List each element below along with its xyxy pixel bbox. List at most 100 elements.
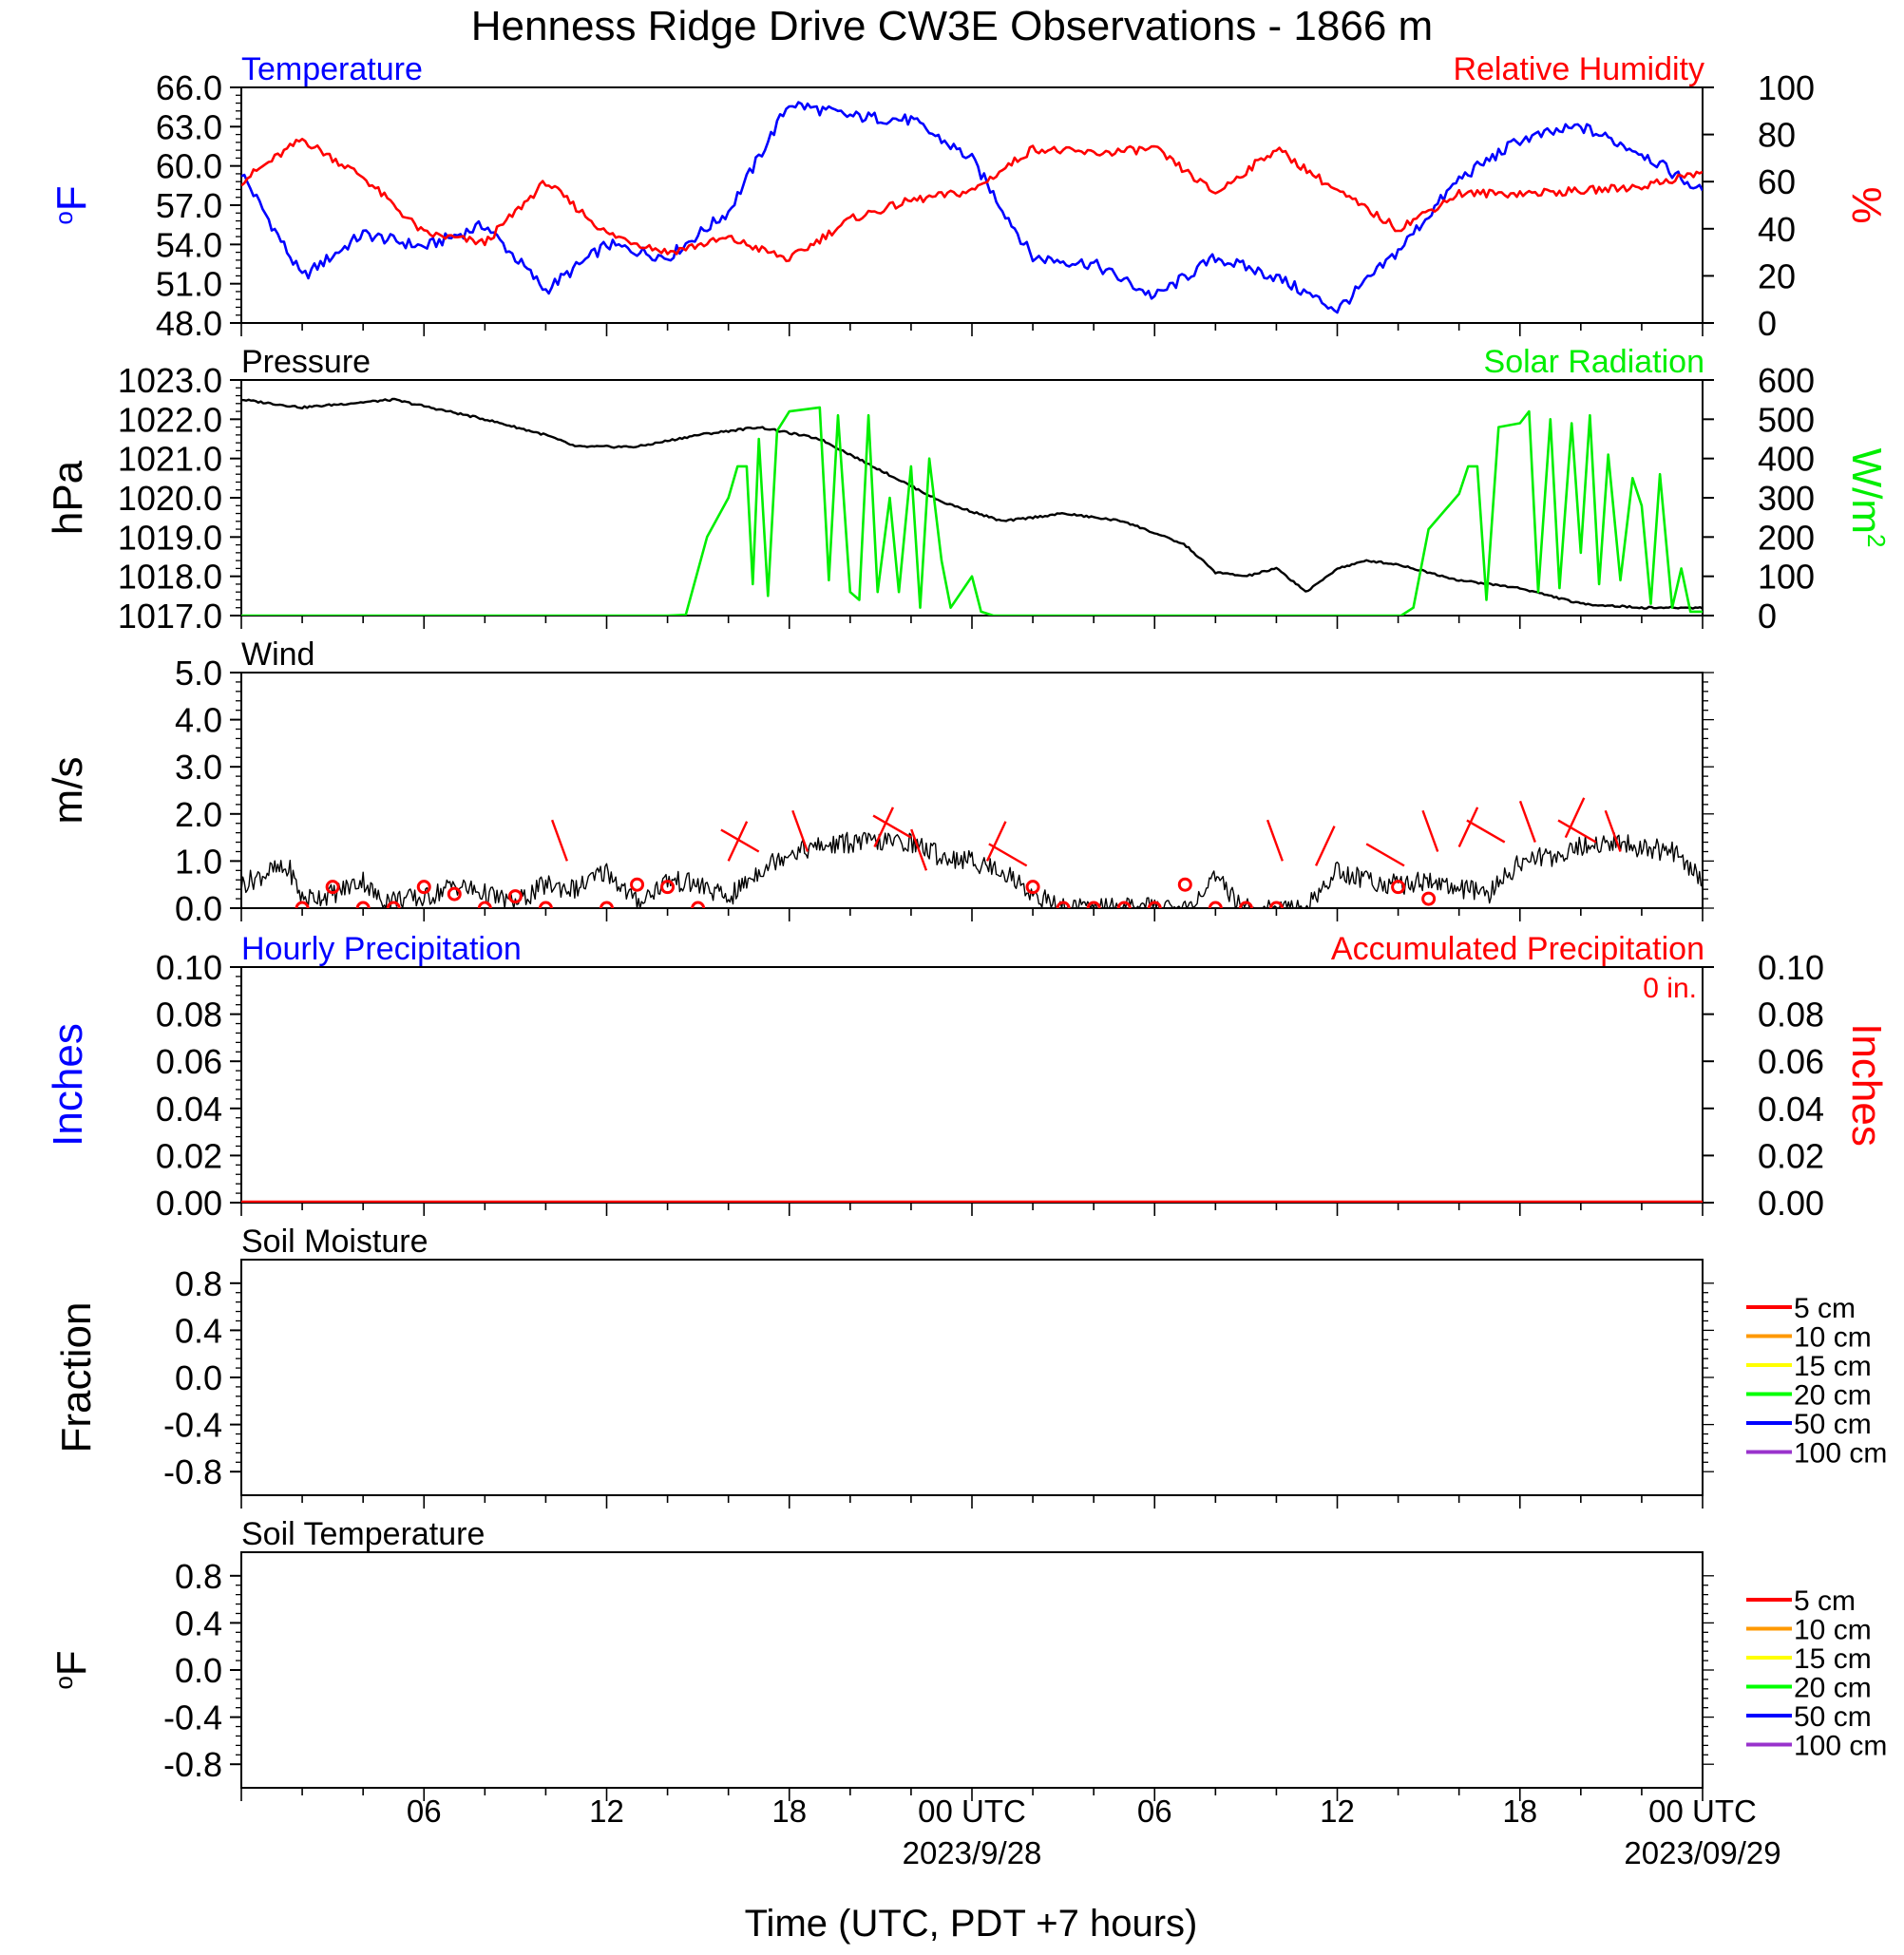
calm-wind-circle [1056,901,1071,908]
wind-barb [727,821,749,862]
legend-label: 20 cm [1794,1380,1872,1412]
panel-title-left: Hourly Precipitation [241,931,522,967]
calm-wind-circle [386,901,401,908]
y-tick-label: 1022.0 [118,400,222,439]
y-right-tick-label: 60 [1758,162,1796,201]
y-tick-label: 0.02 [156,1136,222,1175]
plot-frame [240,86,1704,324]
y-tick-label: 0.04 [156,1090,222,1129]
wind-barb [1421,809,1439,852]
y-right-tick-label: 0.08 [1758,996,1824,1034]
legend-label: 5 cm [1794,1293,1856,1324]
y-right-tick-label: 0.06 [1758,1042,1824,1081]
x-tick-label: 06 [407,1794,442,1829]
wind-barb [873,807,894,848]
y-tick-label: 1017.0 [118,597,222,636]
y-tick-label: 1019.0 [118,518,222,557]
y-axis-title: m/s [45,757,91,825]
y-tick-label: 0.10 [156,948,222,987]
wind-barb [988,843,1028,867]
plot-frame [240,672,1704,909]
panel-5: -0.8 -0.4 0.0 0.4 0.8 Soil Moisture Fraction 5 … [53,1224,1887,1509]
y-tick-label: 4.0 [175,701,222,740]
calm-wind-circle [630,877,645,892]
y-tick-label: 3.0 [175,748,222,787]
y-right-axis-title: W/m2 [1843,448,1891,548]
calm-wind-circle [1208,901,1223,908]
date-label: 2023/09/29 [1624,1835,1780,1870]
wind-barb [1466,819,1506,844]
y-tick-label: 57.0 [156,186,222,225]
panel-2: 1017.01018.01019.01020.01021.01022.01023… [45,344,1891,636]
y-right-tick-label: 0.00 [1758,1184,1824,1223]
panel-title-left: Wind [241,636,314,673]
calm-wind-circle [1391,880,1406,895]
wind-barb [1266,819,1284,862]
wind-barb [1365,843,1405,867]
calm-wind-circle [600,901,614,908]
y-tick-label: 1018.0 [118,558,222,597]
y-tick-label: 0.0 [175,1358,222,1397]
wind-barb [550,819,568,862]
legend-label: 15 cm [1794,1643,1872,1675]
humidity-line [241,138,1703,263]
y-tick-label: 0.8 [175,1264,222,1303]
x-tick-label: 00 UTC [918,1794,1026,1829]
x-tick-label: 06 [1137,1794,1172,1829]
date-label: 2023/9/28 [903,1835,1042,1870]
panel-title-right: Accumulated Precipitation [1331,931,1704,967]
y-tick-label: 48.0 [156,304,222,343]
y-tick-label: -0.8 [163,1452,222,1491]
wind-barb [1557,819,1597,844]
y-tick-label: 0.0 [175,1651,222,1690]
panel-title-right: Solar Radiation [1484,344,1704,380]
y-tick-label: 1023.0 [118,361,222,400]
x-tick-label: 00 UTC [1648,1794,1757,1829]
panel-data [241,797,1703,908]
y-tick-label: 0.4 [175,1311,222,1350]
y-right-axis-title: Inches [1843,1023,1890,1147]
x-tick-label: 12 [1320,1794,1355,1829]
chart-panels: 48.051.054.057.060.063.066.0 0 20 40 60 80 100… [45,51,1891,1801]
legend-label: 10 cm [1794,1322,1872,1354]
y-right-tick-label: 0.10 [1758,948,1824,987]
y-axis-title: oF [48,1650,95,1689]
wind-barb [910,828,928,871]
wind-barb [1314,826,1336,866]
y-tick-label: 1020.0 [118,479,222,518]
calm-wind-circle [1268,901,1284,908]
y-right-tick-label: 500 [1758,400,1815,439]
panel-title-left: Soil Temperature [241,1516,485,1552]
y-tick-label: 0.8 [175,1557,222,1596]
calm-wind-circle [325,880,340,895]
calm-wind-circle [1086,901,1101,908]
temperature-line [241,101,1703,314]
x-tick-label: 18 [771,1794,807,1829]
y-tick-label: 1.0 [175,842,222,881]
y-tick-label: 60.0 [156,147,222,186]
wind-barb [1457,807,1479,848]
y-right-tick-label: 0.04 [1758,1090,1824,1129]
y-right-tick-label: 0.02 [1758,1136,1824,1175]
wind-speed-line [241,831,1703,908]
y-right-tick-label: 40 [1758,210,1796,249]
calm-wind-circle [447,886,462,902]
wind-barb [872,814,912,839]
y-axis-title: Fraction [53,1302,100,1453]
y-right-tick-label: 300 [1758,479,1815,518]
legend-label: 5 cm [1794,1585,1856,1617]
panel-3: 0.0 1.0 2.0 3.0 4.0 5.0 Wind m/s [45,636,1714,928]
panel-data [241,101,1703,314]
y-tick-label: -0.4 [163,1406,222,1445]
x-tick-label: 12 [589,1794,624,1829]
legend-label: 100 cm [1794,1731,1887,1762]
y-right-tick-label: 200 [1758,518,1815,557]
calm-wind-circle [660,880,676,895]
wind-barb [1518,800,1536,843]
calm-wind-circle [1025,880,1040,895]
y-right-tick-label: 20 [1758,256,1796,295]
calm-wind-circle [1177,877,1192,892]
